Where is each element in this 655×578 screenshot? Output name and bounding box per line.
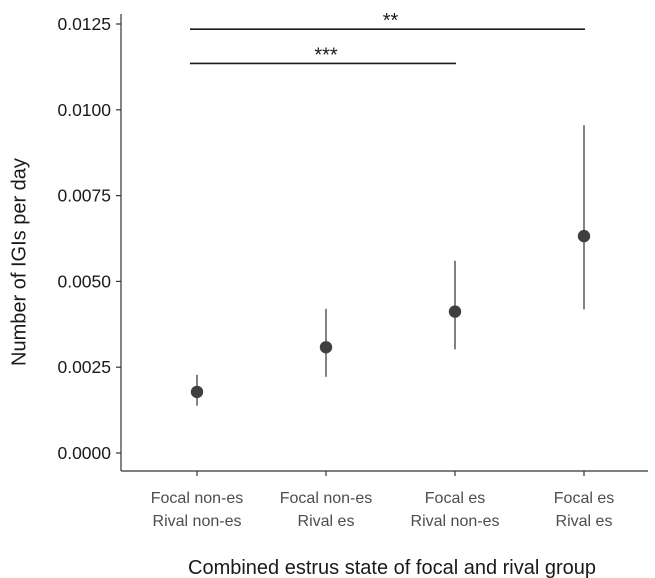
y-tick-label: 0.0050 xyxy=(57,271,111,291)
data-point xyxy=(577,229,591,243)
y-tick-label: 0.0000 xyxy=(57,443,111,463)
data-point xyxy=(190,385,204,399)
x-axis-title: Combined estrus state of focal and rival… xyxy=(188,557,596,578)
x-tick-label-line1: Focal es xyxy=(425,490,485,507)
x-tick-label-line2: Rival es xyxy=(556,513,613,530)
significance-label: ** xyxy=(383,10,399,32)
plot-layer: 0.0000 0.0025 0.0050 0.0075 0.0100 0.0125 Foca… xyxy=(57,10,648,530)
x-tick-label-line1: Focal es xyxy=(554,490,614,507)
x-tick-label-line2: Rival non-es xyxy=(411,513,500,530)
data-point xyxy=(319,341,333,354)
y-tick-label: 0.0125 xyxy=(57,14,111,34)
x-tick-label-line2: Rival non-es xyxy=(153,513,242,530)
y-tick-label: 0.0100 xyxy=(57,100,111,120)
x-tick-label-line2: Rival es xyxy=(298,513,355,530)
y-axis-title: Number of IGIs per day xyxy=(9,158,31,366)
y-tick-label: 0.0075 xyxy=(57,186,111,206)
significance-label: *** xyxy=(314,44,338,66)
x-tick-label-line1: Focal non-es xyxy=(280,490,373,507)
data-point xyxy=(448,305,462,318)
x-tick-label-line1: Focal non-es xyxy=(151,490,244,507)
y-tick-label: 0.0025 xyxy=(57,357,111,377)
